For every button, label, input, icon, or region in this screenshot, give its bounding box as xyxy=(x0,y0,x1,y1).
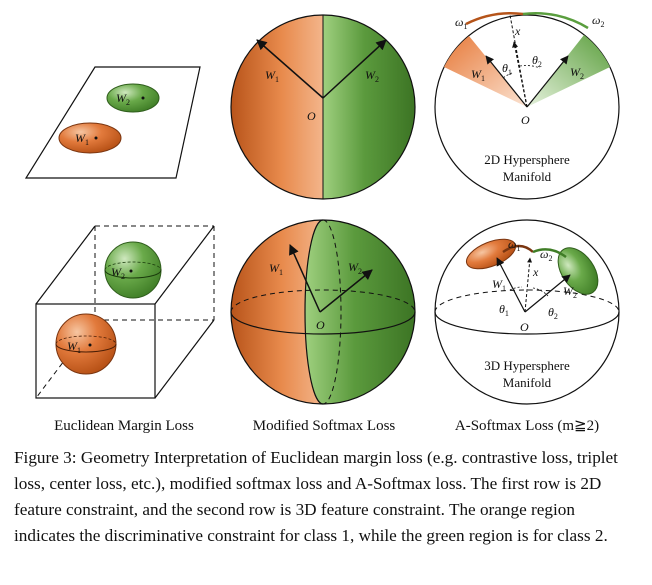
svg-text:W2: W2 xyxy=(116,91,130,107)
svg-text:W1: W1 xyxy=(471,67,485,83)
manifold-3d-line2: Manifold xyxy=(503,375,552,390)
svg-text:θ2: θ2 xyxy=(532,53,542,69)
w2-vector xyxy=(322,39,387,99)
svg-text:O: O xyxy=(521,113,530,127)
class1-cluster xyxy=(58,122,122,154)
decision-margin-arc-green xyxy=(522,11,589,30)
class2-wedge xyxy=(527,35,610,107)
modified-softmax-2d-panel: W1 W2 O xyxy=(230,14,416,200)
svg-text:W2: W2 xyxy=(348,260,362,276)
euclidean-3d-panel: W2 W1 xyxy=(35,225,215,399)
w1-vector xyxy=(256,39,324,99)
class1-half-disk xyxy=(231,15,323,199)
class2-cluster xyxy=(106,83,160,113)
col-label-euclidean: Euclidean Margin Loss xyxy=(54,418,194,434)
geometry-figure: W2 W1 W1 W2 O ω1 ω2 x W1 W2 θ1 θ2 O xyxy=(24,11,620,434)
caption-label: Figure 3: xyxy=(14,448,77,467)
svg-text:θ2: θ2 xyxy=(548,305,558,321)
class1-cap xyxy=(465,238,517,270)
svg-text:W2: W2 xyxy=(570,65,584,81)
caption-text: Geometry Interpretation of Euclidean mar… xyxy=(14,448,618,545)
a-softmax-3d-panel: ω1 ω2 x W1 W2 θ1 θ2 O 3D Hypersphere Man… xyxy=(434,219,620,405)
svg-text:W2: W2 xyxy=(563,284,577,300)
modified-softmax-3d-panel: W1 W2 O xyxy=(230,219,416,405)
figure-caption: Figure 3: Geometry Interpretation of Euc… xyxy=(14,445,640,549)
class1-sphere xyxy=(55,313,117,375)
svg-text:θ1: θ1 xyxy=(499,302,509,318)
svg-text:W1: W1 xyxy=(269,261,283,277)
svg-text:ω1: ω1 xyxy=(508,237,520,253)
svg-text:W2: W2 xyxy=(365,68,379,84)
a-softmax-2d-panel: ω1 ω2 x W1 W2 θ1 θ2 O 2D Hypersphere Man… xyxy=(434,11,620,200)
svg-text:W1: W1 xyxy=(492,277,506,293)
class2-half-disk xyxy=(323,15,415,199)
class1-wedge xyxy=(444,36,527,107)
svg-text:W1: W1 xyxy=(265,68,279,84)
svg-text:W1: W1 xyxy=(67,339,81,355)
svg-text:θ1: θ1 xyxy=(502,61,512,77)
manifold-2d-line2: Manifold xyxy=(503,169,552,184)
decision-margin-arc-orange xyxy=(465,12,524,26)
col-label-modified-softmax: Modified Softmax Loss xyxy=(253,418,396,434)
svg-text:ω1: ω1 xyxy=(455,15,467,31)
class2-hemisphere xyxy=(305,220,415,404)
manifold-2d-line1: 2D Hypersphere xyxy=(484,152,570,167)
col-label-a-softmax: A-Softmax Loss (m≧2) xyxy=(455,418,599,434)
euclidean-2d-panel: W2 W1 xyxy=(24,66,201,179)
feature-plane xyxy=(24,66,201,179)
svg-text:W2: W2 xyxy=(111,265,125,281)
svg-text:W1: W1 xyxy=(75,131,89,147)
svg-text:O: O xyxy=(520,320,529,334)
svg-text:ω2: ω2 xyxy=(592,13,604,29)
svg-text:O: O xyxy=(307,109,316,123)
svg-text:x: x xyxy=(532,265,539,279)
manifold-3d-line1: 3D Hypersphere xyxy=(484,358,570,373)
svg-text:ω2: ω2 xyxy=(540,247,552,263)
svg-text:O: O xyxy=(316,318,325,332)
svg-text:x: x xyxy=(514,24,521,38)
